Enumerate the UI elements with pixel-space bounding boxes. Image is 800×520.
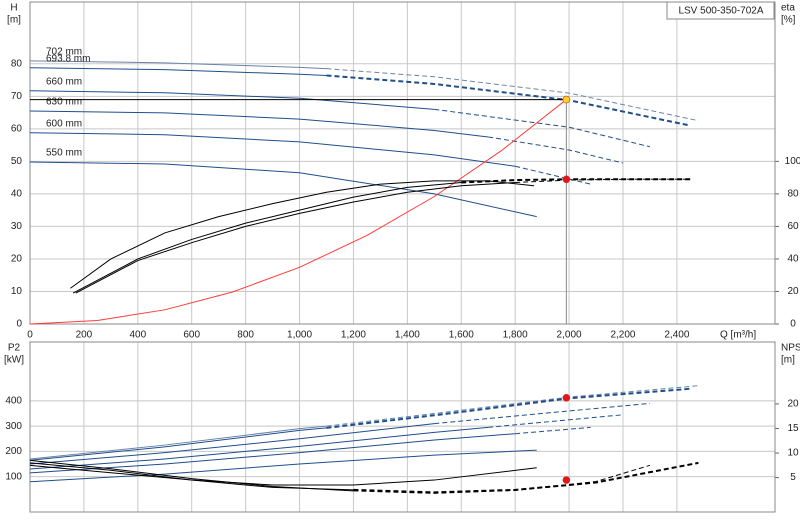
series-line <box>29 426 489 470</box>
series-line <box>515 426 591 435</box>
x-axis-label: Q [m³/h] <box>720 330 756 341</box>
y2-tick-label: 0 <box>790 319 796 330</box>
curve-label: 702 mm <box>46 47 82 58</box>
series-line <box>29 67 327 77</box>
series-line <box>29 425 327 460</box>
series-line <box>72 182 462 294</box>
duty-point <box>562 175 571 184</box>
series-line <box>326 387 691 429</box>
series-line <box>29 464 537 486</box>
series-line <box>29 433 516 474</box>
x-tick-label: 200 <box>76 330 93 341</box>
y-tick-label: 300 <box>5 421 22 432</box>
series-line <box>70 180 535 289</box>
y2-tick-label: 5 <box>790 472 796 483</box>
series-line <box>488 414 624 428</box>
x-tick-label: 0 <box>27 330 33 341</box>
curve-label: 660 mm <box>46 76 82 87</box>
curve-label: 600 mm <box>46 118 82 129</box>
x-tick-label: 1,000 <box>287 330 312 341</box>
y2-axis-label: eta <box>781 3 795 14</box>
series-line <box>75 182 516 294</box>
y-tick-label: 30 <box>11 221 23 232</box>
y-axis-label: P2 <box>8 343 21 354</box>
series-line <box>515 165 591 185</box>
series-line <box>434 108 651 148</box>
series-line <box>29 110 489 138</box>
y-tick-label: 40 <box>11 189 23 200</box>
x-tick-label: 1,800 <box>503 330 528 341</box>
duty-point <box>562 95 571 104</box>
x-tick-label: 1,600 <box>449 330 474 341</box>
series-line <box>434 402 650 425</box>
series-line <box>326 68 699 122</box>
curve-label: 550 mm <box>46 148 82 159</box>
y2-axis-unit: [m] <box>781 355 795 366</box>
series-line <box>29 423 435 465</box>
y-tick-label: 0 <box>16 319 22 330</box>
y2-tick-label: 40 <box>787 254 799 265</box>
chart-title: LSV 500-350-702A <box>678 6 763 17</box>
series-line <box>353 464 651 494</box>
duty-point <box>562 476 571 484</box>
y-axis-unit: [kW] <box>4 355 24 366</box>
y2-tick-label: 60 <box>787 221 799 232</box>
series-line <box>29 459 354 492</box>
duty-point <box>562 394 571 402</box>
series-line <box>29 132 516 167</box>
series-line <box>326 74 691 127</box>
y-tick-label: 20 <box>11 254 23 265</box>
y-axis-label: H <box>10 3 17 14</box>
curve-label: 630 mm <box>46 97 82 108</box>
y2-tick-label: 10 <box>787 448 799 459</box>
series-line <box>326 385 699 427</box>
y-tick-label: 80 <box>11 58 23 69</box>
x-tick-label: 1,400 <box>395 330 420 341</box>
series-line <box>488 136 624 164</box>
series-line <box>29 60 327 70</box>
y2-tick-label: 15 <box>787 423 799 434</box>
plot-frame <box>29 341 776 513</box>
y2-tick-label: 20 <box>787 286 799 297</box>
x-tick-label: 2,000 <box>557 330 582 341</box>
series-line <box>353 461 699 494</box>
series-line <box>29 449 537 483</box>
x-tick-label: 600 <box>183 330 200 341</box>
y2-axis-unit: [%] <box>781 15 796 26</box>
y-tick-label: 200 <box>5 446 22 457</box>
x-tick-label: 800 <box>237 330 254 341</box>
y2-tick-label: 100 <box>785 156 800 167</box>
x-tick-label: 2,200 <box>610 330 635 341</box>
y-tick-label: 70 <box>11 91 23 102</box>
y-tick-label: 400 <box>5 395 22 406</box>
x-tick-label: 1,200 <box>341 330 366 341</box>
plot-frame <box>29 1 776 325</box>
y2-axis-label: NPSH <box>781 343 800 354</box>
series-line <box>515 178 691 184</box>
y-tick-label: 10 <box>11 286 23 297</box>
title-box <box>666 1 775 20</box>
series-line <box>29 161 537 218</box>
y-axis-unit: [m] <box>7 15 21 26</box>
x-tick-label: 400 <box>129 330 146 341</box>
y-tick-label: 50 <box>11 156 23 167</box>
x-tick-label: 2,400 <box>664 330 689 341</box>
y2-tick-label: 20 <box>787 399 799 410</box>
curve-label: 693.8 mm <box>46 53 90 64</box>
y-tick-label: 60 <box>11 123 23 134</box>
series-line <box>29 427 327 461</box>
y-tick-label: 100 <box>5 471 22 482</box>
series-line <box>29 99 567 325</box>
series-line <box>29 90 435 110</box>
y2-tick-label: 80 <box>787 189 799 200</box>
